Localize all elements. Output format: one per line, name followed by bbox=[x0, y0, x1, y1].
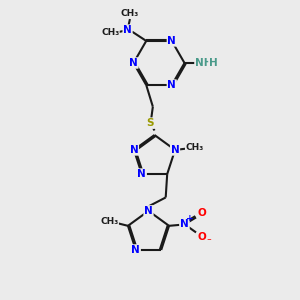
Text: +: + bbox=[186, 214, 194, 224]
Text: N: N bbox=[129, 58, 138, 68]
Text: N: N bbox=[180, 219, 189, 229]
Text: CH₃: CH₃ bbox=[121, 9, 139, 18]
Text: N: N bbox=[167, 80, 176, 90]
Text: S: S bbox=[147, 118, 154, 128]
Text: ⁻: ⁻ bbox=[206, 237, 211, 246]
Text: N: N bbox=[144, 206, 153, 216]
Text: N: N bbox=[130, 145, 138, 155]
Text: N: N bbox=[123, 25, 132, 35]
Text: O: O bbox=[198, 232, 206, 242]
Text: CH₃: CH₃ bbox=[101, 28, 119, 37]
Text: NH: NH bbox=[195, 58, 212, 68]
Text: H: H bbox=[209, 58, 218, 68]
Text: CH₃: CH₃ bbox=[185, 143, 204, 152]
Text: N: N bbox=[167, 36, 176, 46]
Text: N: N bbox=[171, 145, 179, 155]
Text: N: N bbox=[131, 245, 140, 255]
Text: O: O bbox=[198, 208, 206, 218]
Text: N: N bbox=[137, 169, 146, 179]
Text: CH₃: CH₃ bbox=[100, 217, 118, 226]
